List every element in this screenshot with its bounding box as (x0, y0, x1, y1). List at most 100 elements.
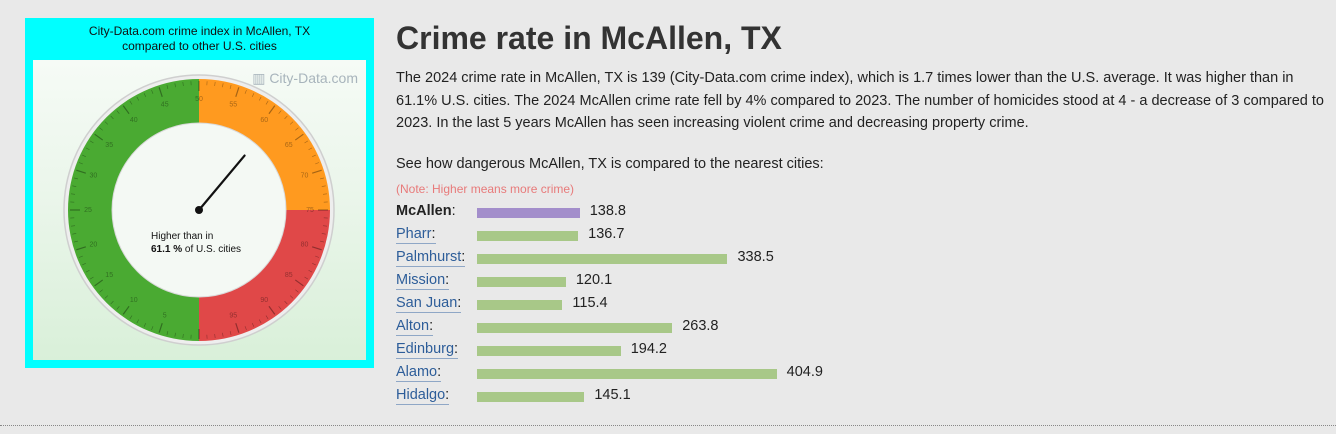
city-name-alamo[interactable]: Alamo: (396, 364, 442, 382)
gauge-tick-label: 50 (195, 96, 203, 103)
gauge-tick (89, 140, 94, 144)
gauge-tick (122, 305, 130, 315)
crime-index-value: 145.1 (594, 387, 631, 403)
gauge-tick (315, 162, 320, 165)
gauge-tick (235, 87, 240, 98)
gauge-tick-label: 90 (260, 297, 268, 304)
gauge-tick (321, 185, 326, 187)
crime-index-value: 194.2 (630, 341, 667, 357)
gauge-tick (85, 269, 90, 273)
crime-index-bar (477, 254, 728, 264)
gauge-tick (182, 81, 184, 87)
gauge-tick (94, 279, 104, 287)
city-name-alton[interactable]: Alton: (396, 318, 434, 336)
gauge-tick-label: 70 (301, 173, 309, 180)
comparison-title: See how dangerous McAllen, TX is compare… (396, 156, 824, 172)
gauge-tick (278, 306, 282, 310)
comparison-note: (Note: Higher means more crime) (396, 182, 575, 196)
gauge-tick (304, 140, 309, 144)
city-row: Palmhurst: 338.5 (396, 248, 1296, 271)
city-row: Alton: 263.8 (396, 317, 1296, 340)
gauge-tick-label: 25 (84, 207, 92, 214)
gauge-tick (319, 240, 325, 243)
city-colon: : (431, 226, 436, 242)
city-data-watermark: ▥ City-Data.com (252, 70, 358, 87)
city-name-san-juan[interactable]: San Juan: (396, 295, 462, 313)
crime-description: The 2024 crime rate in McAllen, TX is 13… (396, 70, 1324, 131)
city-name-text: San Juan (396, 295, 458, 311)
gauge-tick (85, 147, 90, 151)
gauge-tick (76, 246, 87, 251)
city-name-text: Alamo (396, 364, 438, 380)
gauge-tick (158, 87, 163, 98)
gauge-tick (322, 193, 328, 195)
gauge-tick (78, 162, 83, 165)
crime-index-value: 136.7 (588, 226, 625, 242)
city-name-mission[interactable]: Mission: (396, 272, 450, 290)
gauge-tick (222, 332, 224, 337)
gauge-tick (251, 322, 255, 327)
gauge-tick (258, 96, 262, 101)
gauge-tick (265, 315, 269, 320)
city-name-pharr[interactable]: Pharr: (396, 226, 436, 244)
city-name-hidalgo[interactable]: Hidalgo: (396, 387, 450, 405)
gauge-tick (122, 105, 130, 115)
city-row: Alamo: 404.9 (396, 363, 1296, 386)
gauge-tick (284, 115, 288, 120)
city-colon: : (454, 341, 459, 357)
gauge-tick (294, 279, 304, 287)
city-name-mcallen: McAllen: (396, 203, 456, 219)
gauge-tick (73, 240, 79, 243)
city-row: Hidalgo: 145.1 (396, 386, 1296, 409)
gauge-tick (294, 133, 304, 141)
gauge-tick (76, 169, 87, 174)
crime-index-bar (477, 231, 579, 241)
gauge-tick (289, 295, 294, 299)
gauge-tick-label: 40 (130, 117, 138, 124)
gauge-tick-label: 10 (130, 297, 138, 304)
gauge-tick (319, 177, 325, 180)
gauge-tick (222, 83, 224, 88)
gauge-dial: 5 10 15 20 25 30 35 40 45 50 55 60 65 70 75 80 85 90 95 (63, 74, 335, 346)
gauge-tick (82, 262, 87, 266)
gauge-caption: Higher than in 61.1 % of U.S. cities (151, 230, 241, 256)
city-colon: : (445, 272, 450, 288)
watermark-chart-icon: ▥ (252, 70, 266, 86)
gauge-tick-label: 20 (90, 241, 98, 248)
gauge-tick (143, 322, 147, 327)
gauge-tick (214, 81, 216, 87)
gauge-tick-label: 45 (161, 101, 169, 108)
crime-index-bar (477, 392, 585, 402)
gauge-tick (110, 300, 114, 305)
gauge-tick (258, 319, 262, 324)
gauge-tick (304, 276, 309, 280)
crime-index-bar (477, 208, 580, 218)
city-name-edinburg[interactable]: Edinburg: (396, 341, 459, 359)
gauge-tick (104, 295, 109, 299)
city-colon: : (437, 364, 442, 380)
city-row: Mission: 120.1 (396, 271, 1296, 294)
city-colon: : (451, 203, 456, 219)
gauge-tick (129, 100, 133, 105)
gauge-tick (235, 322, 240, 333)
gauge-tick (166, 330, 169, 336)
gauge-tick-label: 95 (229, 313, 237, 320)
gauge-tick (311, 262, 316, 266)
crime-index-bar (477, 277, 566, 287)
gauge-tick-label: 80 (301, 241, 309, 248)
crime-index-value: 263.8 (682, 318, 719, 334)
crime-index-value: 138.8 (589, 203, 626, 219)
gauge-tick (110, 115, 114, 120)
gauge-tick-label: 30 (90, 173, 98, 180)
city-row: San Juan: 115.4 (396, 294, 1296, 317)
gauge-tick (315, 255, 320, 258)
gauge-tick (166, 84, 169, 90)
gauge-tick (244, 326, 247, 331)
crime-index-value: 120.1 (575, 272, 613, 288)
gauge-tick (70, 225, 76, 227)
gauge-tick-label: 60 (260, 117, 268, 124)
city-name-text: Pharr (396, 226, 432, 242)
gauge-tick (174, 332, 176, 337)
city-name-text: Edinburg (396, 341, 455, 357)
city-name-palmhurst[interactable]: Palmhurst: (396, 249, 466, 267)
